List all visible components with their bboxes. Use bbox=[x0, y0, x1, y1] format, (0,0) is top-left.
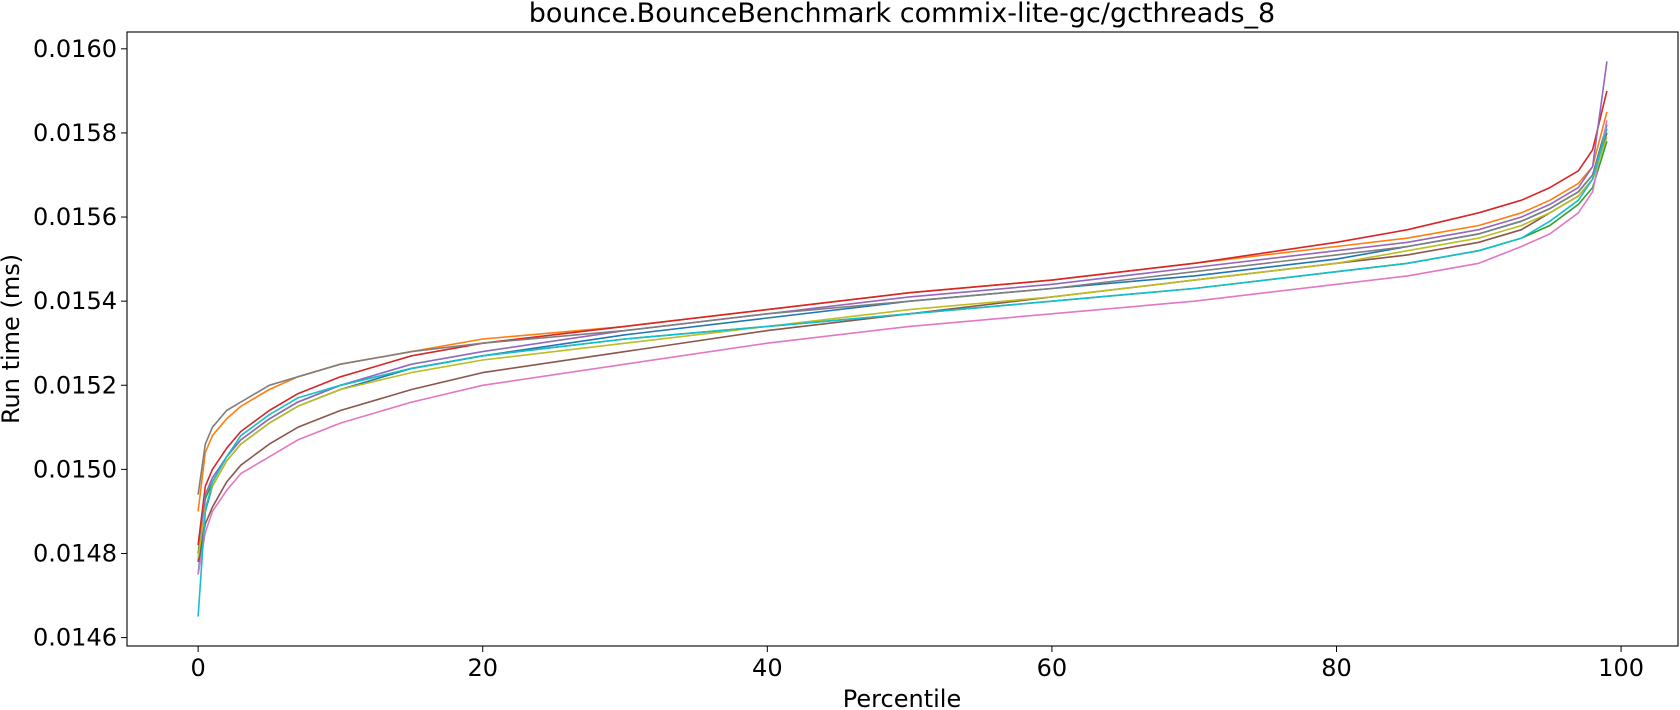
x-tick-label: 0 bbox=[191, 654, 206, 682]
series-line-2 bbox=[197, 111, 1608, 512]
x-tick-label: 80 bbox=[1321, 654, 1352, 682]
plot-series bbox=[197, 61, 1608, 617]
y-tick-label: 0.0154 bbox=[33, 287, 117, 315]
series-line-5 bbox=[197, 61, 1608, 562]
x-axis-label: Percentile bbox=[843, 685, 961, 710]
y-tick-label: 0.0152 bbox=[33, 371, 117, 399]
series-line-10 bbox=[197, 128, 1608, 617]
y-tick-label: 0.0160 bbox=[33, 35, 117, 63]
series-line-3 bbox=[197, 141, 1608, 554]
x-axis-ticks: 0 20 40 60 80 100 bbox=[191, 646, 1644, 682]
y-tick-label: 0.0156 bbox=[33, 203, 117, 231]
y-tick-label: 0.0158 bbox=[33, 119, 117, 147]
plot-frame bbox=[126, 31, 1679, 647]
y-tick-label: 0.0150 bbox=[33, 455, 117, 483]
series-line-6 bbox=[197, 132, 1608, 563]
chart-title: bounce.BounceBenchmark commix-lite-gc/gc… bbox=[529, 0, 1275, 29]
series-line-4 bbox=[197, 90, 1608, 546]
series-line-8 bbox=[197, 128, 1608, 495]
x-tick-label: 60 bbox=[1037, 654, 1068, 682]
y-tick-label: 0.0146 bbox=[33, 624, 117, 652]
y-tick-label: 0.0148 bbox=[33, 539, 117, 567]
x-tick-label: 20 bbox=[467, 654, 498, 682]
x-tick-label: 100 bbox=[1598, 654, 1644, 682]
series-line-9 bbox=[197, 136, 1608, 558]
series-line-1 bbox=[197, 124, 1608, 575]
y-axis-label: Run time (ms) bbox=[0, 254, 25, 424]
y-axis-ticks: 0.0146 0.0148 0.0150 0.0152 0.0154 0.0156 0.01… bbox=[33, 35, 127, 652]
series-line-7 bbox=[197, 120, 1608, 575]
x-tick-label: 40 bbox=[752, 654, 783, 682]
